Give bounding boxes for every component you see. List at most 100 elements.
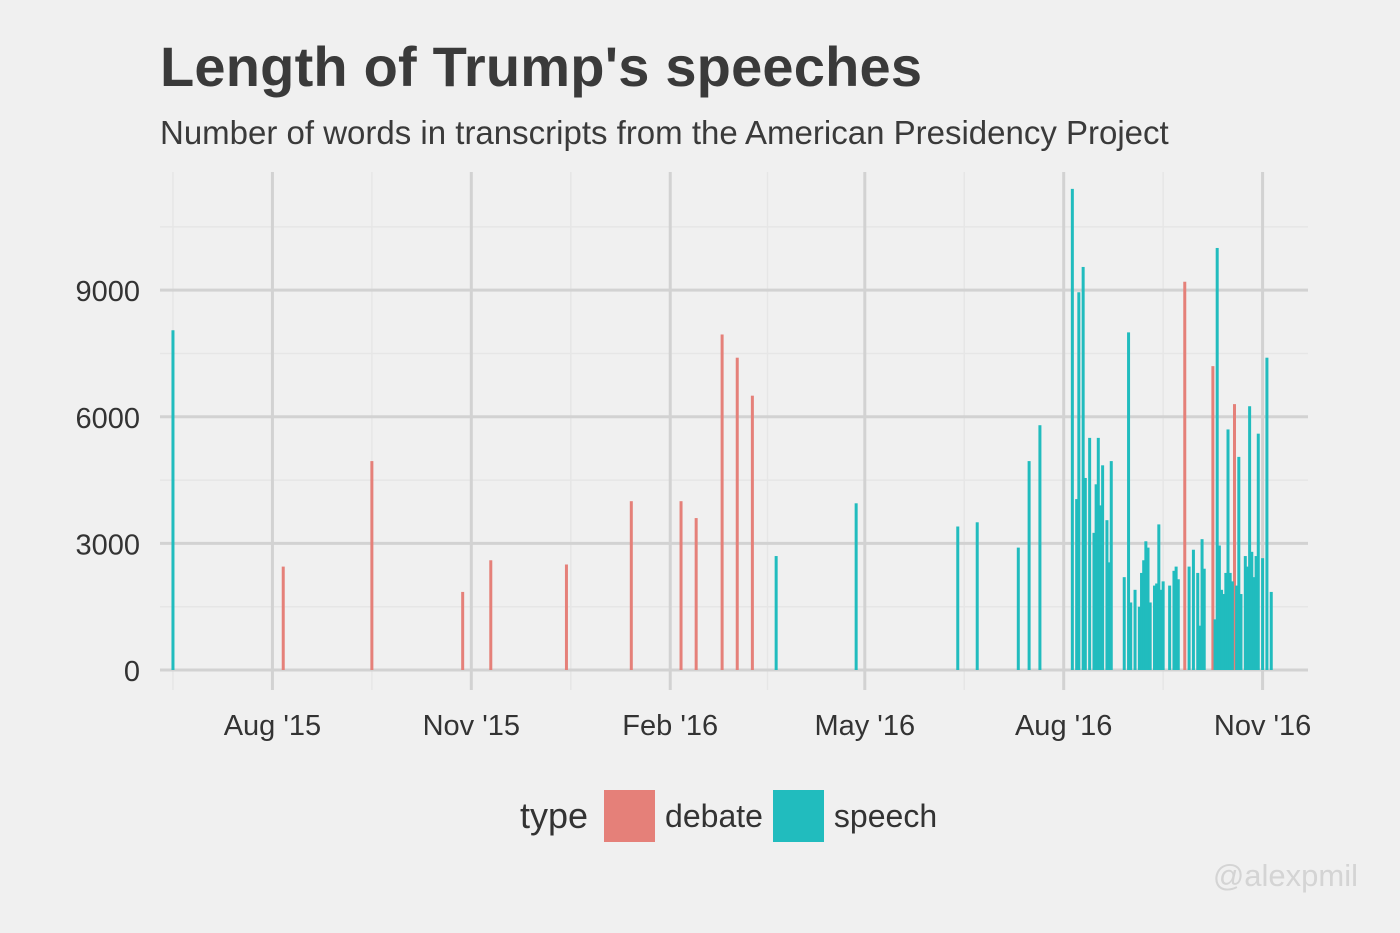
speech-bar [1101, 465, 1105, 670]
speech-bar [1105, 520, 1109, 670]
speech-bar [956, 526, 960, 670]
speech-bar [1230, 581, 1234, 670]
y-tick-label: 6000 [75, 403, 140, 435]
major-gridlines [160, 172, 1308, 690]
legend: type debate speech [520, 790, 947, 842]
speech-bar [1088, 437, 1092, 670]
speech-bar [1172, 570, 1176, 670]
speech-bar [1239, 594, 1243, 670]
speech-bar [1176, 579, 1180, 670]
speech-bar [1254, 556, 1258, 670]
speech-bar [1250, 551, 1254, 670]
minor-gridlines [160, 172, 1308, 690]
speech-bar [1243, 556, 1247, 670]
debate-bar [370, 461, 374, 670]
legend-label-speech: speech [833, 797, 938, 834]
speech-bar [1027, 461, 1031, 670]
speech-bar [1222, 594, 1226, 670]
speech-bar [774, 556, 778, 670]
speech-bar [1038, 425, 1042, 670]
speech-bar [1137, 606, 1141, 670]
speech-bar [1159, 589, 1163, 670]
speech-bar [1153, 585, 1157, 670]
legend-key-debate [604, 790, 656, 842]
debate-bar [281, 566, 285, 670]
speech-bar [1174, 566, 1178, 670]
speech-bar [1226, 429, 1230, 670]
speech-bar [1168, 585, 1172, 670]
chart-subtitle: Number of words in transcripts from the … [160, 114, 1169, 151]
speech-bar [1122, 577, 1126, 670]
speech-bar [1220, 589, 1224, 670]
debate-bar [720, 334, 724, 670]
speech-bar [1198, 625, 1202, 670]
x-tick-label: Aug '16 [1015, 710, 1112, 742]
speech-bar [1109, 461, 1113, 670]
speech-bar [1016, 547, 1020, 670]
speech-bar [1075, 499, 1079, 670]
speech-bar [1157, 524, 1161, 670]
speech-bar [1148, 602, 1152, 670]
speech-bar [1237, 456, 1241, 670]
speech-bar [1213, 619, 1217, 670]
x-tick-label: May '16 [814, 710, 915, 742]
debate-bar [694, 518, 698, 670]
debate-bar [629, 501, 633, 670]
speech-bar [1077, 292, 1081, 670]
speech-bar [1146, 547, 1150, 670]
speech-bar [1215, 247, 1219, 670]
y-axis-tick-labels: 0 3000 6000 9000 [75, 276, 140, 688]
y-tick-label: 0 [124, 656, 140, 688]
speech-bar [1196, 572, 1200, 670]
debate-bar [1183, 281, 1187, 670]
speech-bar [1200, 539, 1204, 670]
speech-bar [1187, 566, 1191, 670]
x-axis-tick-labels: Aug '15 Nov '15 Feb '16 May '16 Aug '16 Nov '… [224, 710, 1312, 742]
x-tick-label: Nov '15 [423, 710, 520, 742]
speech-bar [1083, 477, 1087, 670]
speech-bar [1081, 266, 1085, 670]
speech-bar [1248, 406, 1252, 670]
speech-bar [1217, 545, 1221, 670]
speech-bar [1133, 589, 1137, 670]
speech-bar [1092, 532, 1096, 670]
speech-bar [1155, 583, 1159, 670]
speech-bar [1228, 572, 1232, 670]
bars [171, 188, 1273, 671]
speech-bar [1256, 433, 1260, 670]
speech-bar [854, 503, 858, 670]
speech-bar [1070, 188, 1074, 671]
debate-bar [750, 395, 754, 670]
speech-bar [1096, 437, 1100, 670]
speech-bar [1142, 560, 1146, 670]
speech-bar [1161, 581, 1165, 670]
speech-bar [1107, 562, 1111, 670]
debate-bar [564, 564, 568, 670]
legend-key-speech [772, 790, 824, 842]
speech-bar [1202, 568, 1206, 670]
x-tick-label: Aug '15 [224, 710, 321, 742]
speech-bar [1129, 602, 1133, 670]
speech-bar [1094, 484, 1098, 670]
speech-bar [171, 330, 175, 670]
speech-bar [1252, 577, 1256, 670]
debate-bar [461, 591, 465, 670]
speech-bar [1224, 572, 1228, 670]
x-tick-label: Nov '16 [1214, 710, 1311, 742]
speech-bar [1127, 332, 1131, 670]
speech-bar [1269, 591, 1273, 670]
x-tick-label: Feb '16 [622, 710, 718, 742]
speech-bar [1098, 505, 1102, 670]
debate-bar [735, 357, 739, 670]
speech-bar [1144, 541, 1148, 670]
chart-title: Length of Trump's speeches [160, 35, 923, 98]
speech-bar [1235, 585, 1239, 670]
speech-bar [1245, 566, 1249, 670]
speech-bar [1191, 549, 1195, 670]
y-tick-label: 3000 [75, 529, 140, 561]
speech-bar [1265, 357, 1269, 670]
author-credit: @alexpmil [1212, 858, 1358, 893]
speech-bar [975, 522, 979, 670]
legend-title: type [520, 795, 589, 836]
